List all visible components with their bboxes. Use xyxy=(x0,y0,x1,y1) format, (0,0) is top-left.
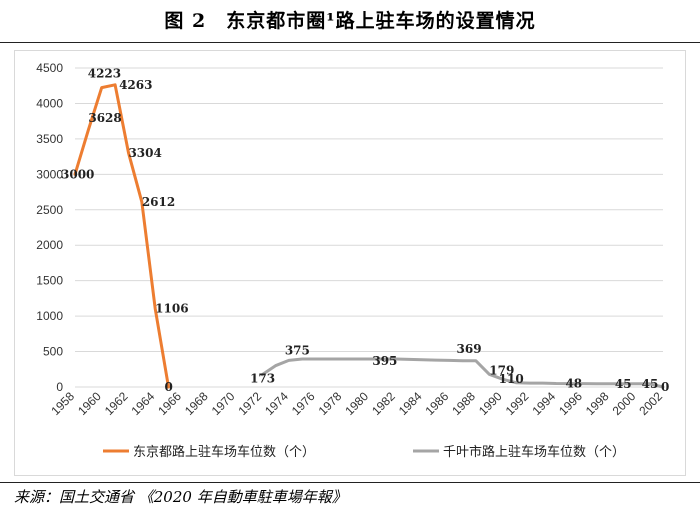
data-label: 369 xyxy=(457,342,482,356)
x-tick-label: 1976 xyxy=(289,389,318,418)
data-label: 48 xyxy=(565,377,582,391)
y-tick-label: 1000 xyxy=(36,309,63,323)
data-label: 2612 xyxy=(142,195,175,209)
x-tick-label: 1990 xyxy=(476,389,505,418)
data-label: 179 xyxy=(489,363,514,377)
legend-label-1: 东京都路上驻车场车位数（个） xyxy=(133,444,315,460)
data-label: 173 xyxy=(250,372,275,386)
x-tick-label: 1988 xyxy=(449,389,478,418)
y-tick-label: 3000 xyxy=(36,167,63,181)
data-label: 3628 xyxy=(88,111,121,125)
data-label: 45 xyxy=(642,377,659,391)
x-tick-label: 1992 xyxy=(503,389,532,418)
figure-title-text: 图 2 东京都市圈¹路上驻车场的设置情况 xyxy=(164,10,536,32)
x-tick-label: 1984 xyxy=(396,389,425,418)
x-tick-label: 1994 xyxy=(529,389,558,418)
data-label: 110 xyxy=(499,372,524,386)
data-label: 3000 xyxy=(61,167,94,181)
y-tick-label: 2000 xyxy=(36,238,63,252)
data-label: 395 xyxy=(372,354,397,368)
y-tick-label: 1500 xyxy=(36,274,63,288)
x-tick-label: 1962 xyxy=(102,389,131,418)
series-line-1 xyxy=(73,83,170,389)
y-tick-label: 4500 xyxy=(36,61,63,75)
chart-frame: 0 500 1000 1500 2000 2500 3000 3500 4000 4500 1958… xyxy=(14,50,686,476)
x-tick-label: 2000 xyxy=(610,389,639,418)
data-label: 0 xyxy=(165,380,173,394)
x-tick-label: 1998 xyxy=(583,389,612,418)
x-tick-label: 1982 xyxy=(369,389,398,418)
figure-title: 图 2 东京都市圈¹路上驻车场的设置情况 xyxy=(0,6,700,33)
line-chart: 0500100015002000250030003500400045001958… xyxy=(36,61,669,460)
x-tick-label: 1974 xyxy=(262,389,291,418)
data-label: 4223 xyxy=(88,67,121,81)
data-label: 1106 xyxy=(155,302,188,316)
data-label: 45 xyxy=(615,377,632,391)
bottom-rule xyxy=(0,482,700,483)
x-tick-label: 1986 xyxy=(423,389,452,418)
y-tick-label: 3500 xyxy=(36,132,63,146)
x-tick-label: 1972 xyxy=(235,389,264,418)
source-note: 来源：国土交通省 《2020 年自動車駐車場年報》 xyxy=(14,488,347,506)
x-tick-label: 1996 xyxy=(556,389,585,418)
y-tick-label: 0 xyxy=(56,380,63,394)
x-tick-label: 1968 xyxy=(182,389,211,418)
data-label: 3304 xyxy=(128,146,161,160)
x-tick-label: 1964 xyxy=(129,389,158,418)
y-tick-label: 4000 xyxy=(36,96,63,110)
x-tick-label: 1980 xyxy=(342,389,371,418)
x-tick-label: 1960 xyxy=(75,389,104,418)
series-line-2 xyxy=(260,357,665,389)
data-label: 4263 xyxy=(119,78,152,92)
data-label: 0 xyxy=(661,380,669,394)
y-tick-label: 2500 xyxy=(36,203,63,217)
top-rule xyxy=(0,42,700,43)
x-tick-label: 1970 xyxy=(209,389,238,418)
data-label: 375 xyxy=(285,343,310,357)
legend-label-2: 千叶市路上驻车场车位数（个） xyxy=(443,444,625,460)
y-tick-label: 500 xyxy=(43,345,63,359)
x-tick-label: 1958 xyxy=(48,389,77,418)
x-tick-label: 1978 xyxy=(316,389,345,418)
